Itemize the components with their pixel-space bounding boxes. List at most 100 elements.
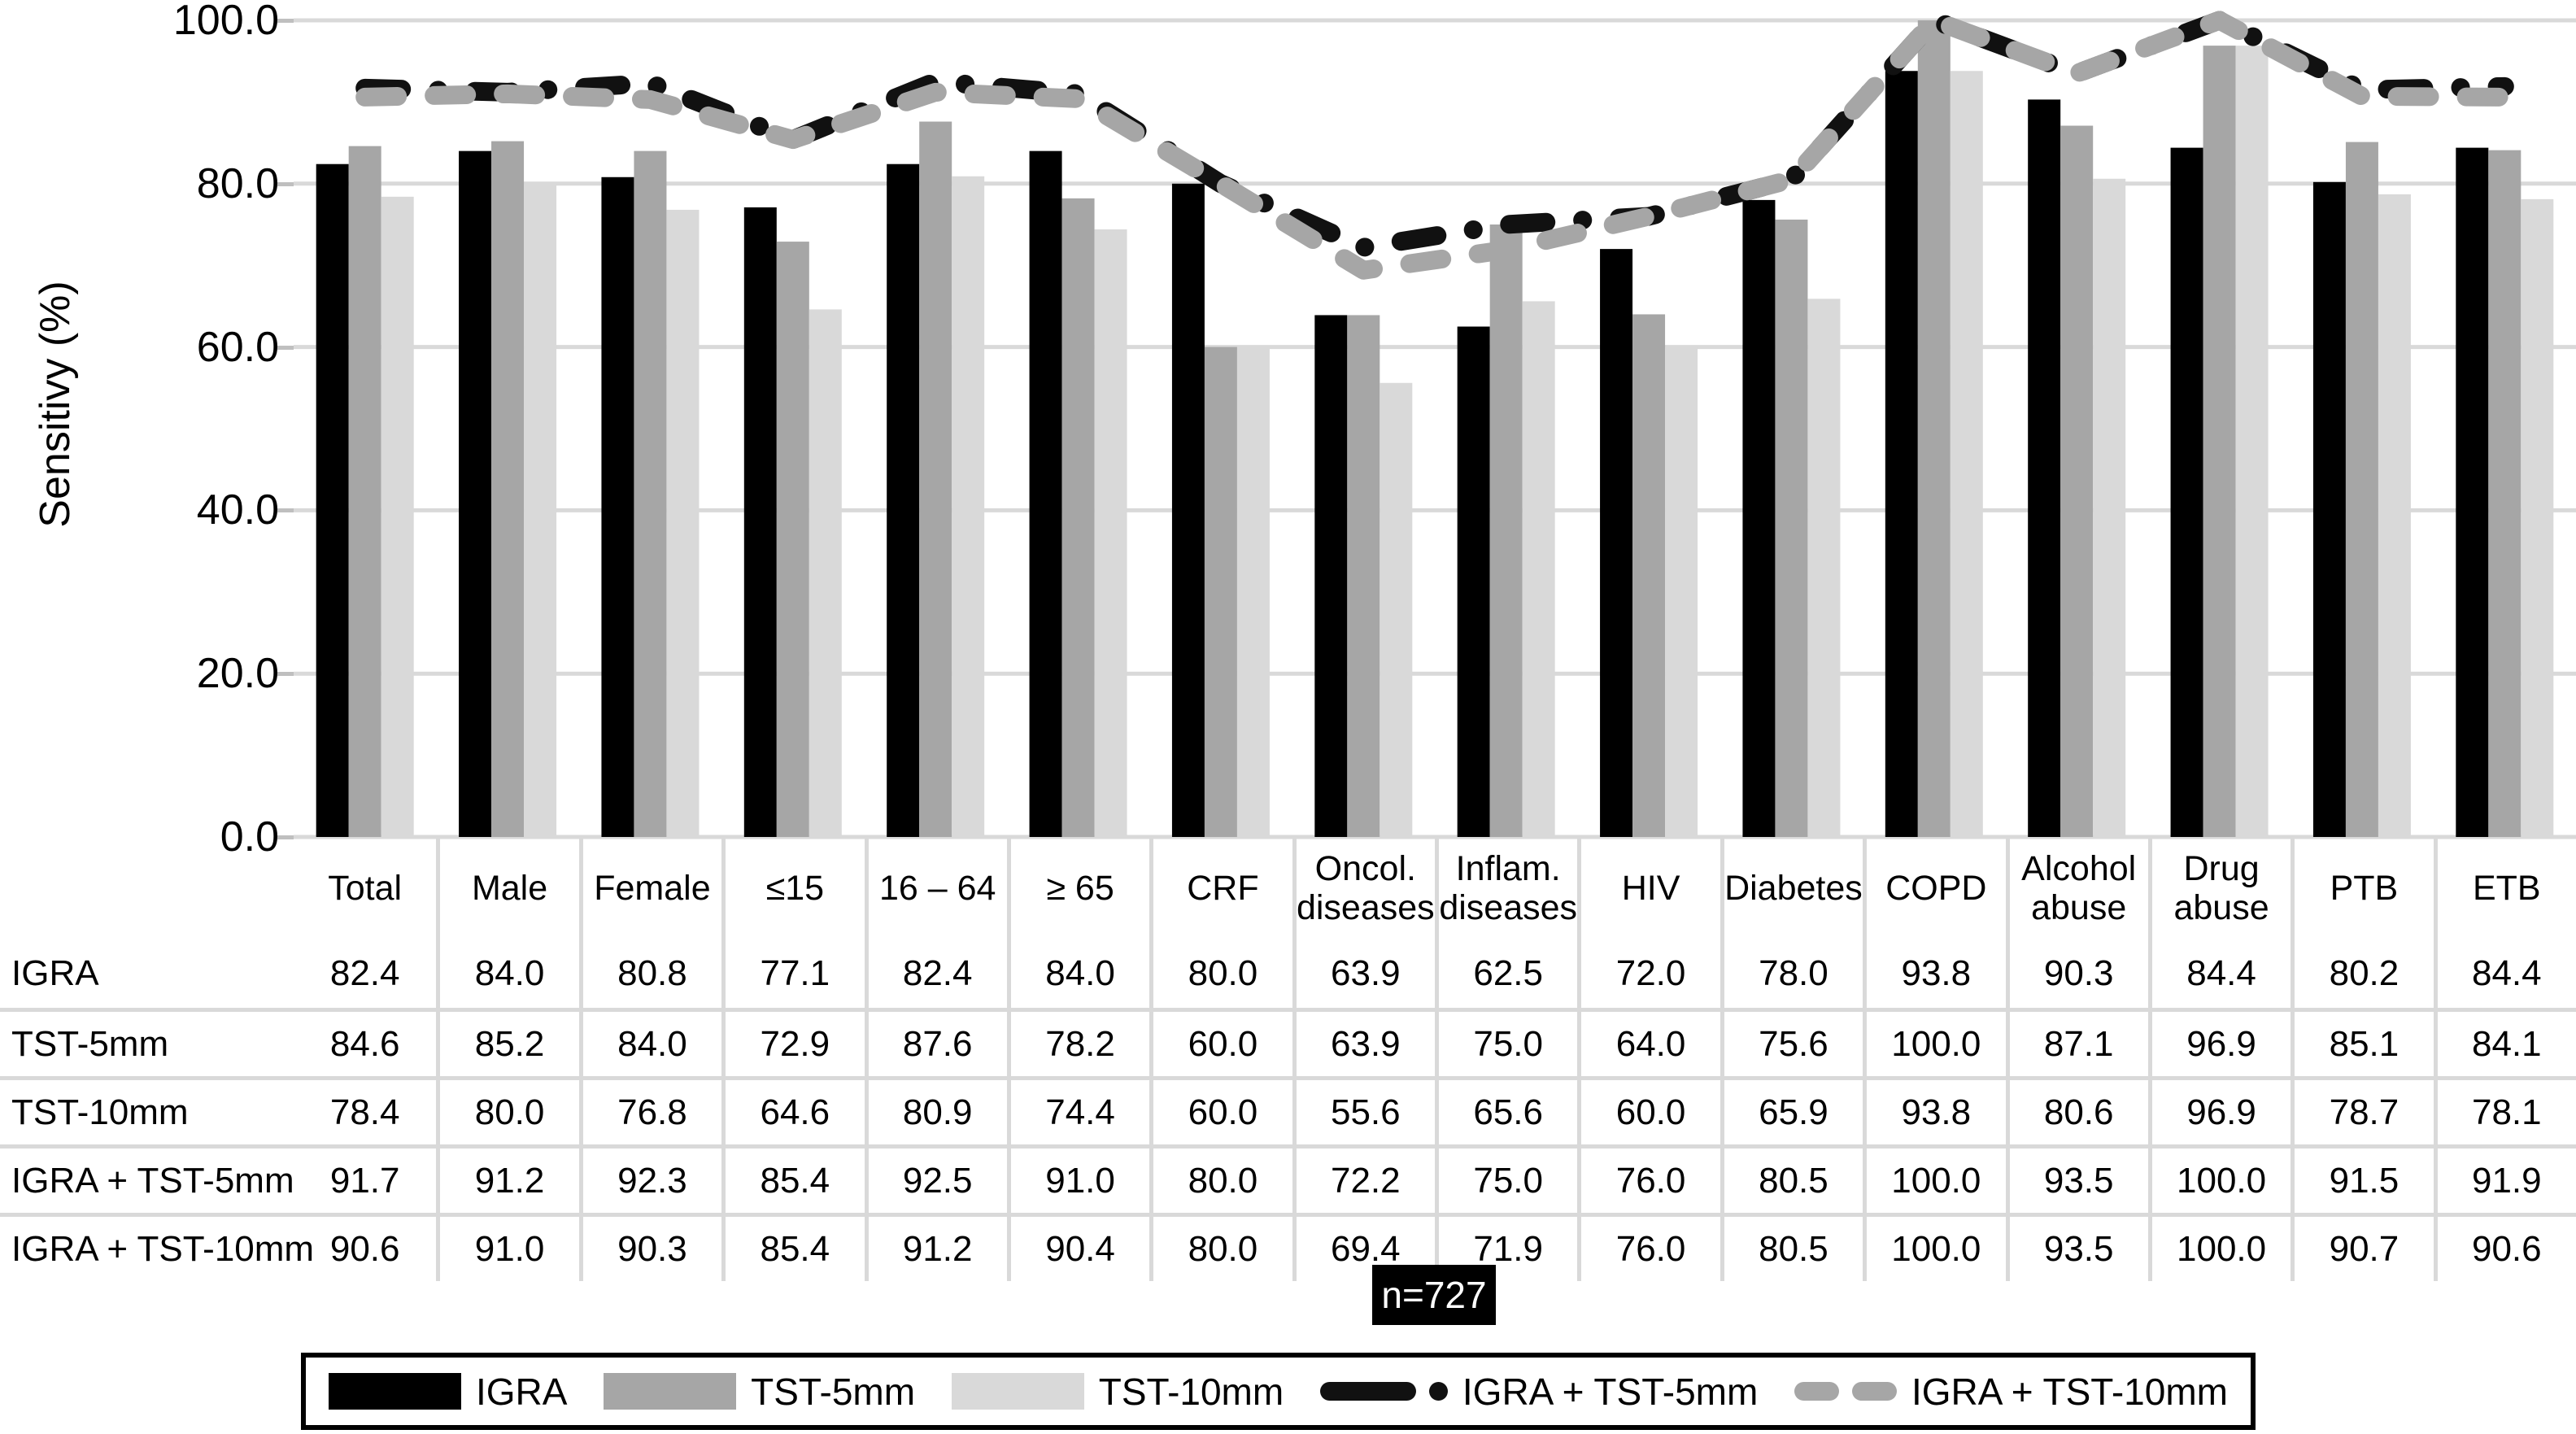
table-value-cell: 100.0 <box>2147 1213 2291 1281</box>
bar-igra <box>459 150 492 837</box>
legend-bar-swatch <box>329 1373 461 1410</box>
table-value-cell: 63.9 <box>1292 1008 1435 1076</box>
legend-item-igra-tst-10mm: IGRA + TST-10mm <box>1794 1370 2228 1414</box>
table-value-cell: 96.9 <box>2147 1008 2291 1076</box>
table-header-cell: ≥ 65 <box>1006 837 1149 939</box>
bar-tst-10mm <box>2093 178 2126 837</box>
bar-igra <box>1457 326 1490 837</box>
table-value-cell: 85.1 <box>2291 1008 2434 1076</box>
bar-tst-5mm <box>919 121 952 838</box>
legend-item-tst-5mm: TST-5mm <box>604 1370 915 1414</box>
table-value-cell: 90.3 <box>2005 939 2148 1008</box>
bar-tst-5mm <box>2060 125 2094 838</box>
bar-tst-10mm <box>2235 46 2269 837</box>
table-value-cell: 93.5 <box>2005 1213 2148 1281</box>
y-axis-tick-mark <box>277 345 294 350</box>
bar-tst-5mm <box>1775 219 1808 837</box>
y-axis-tick-mark <box>277 19 294 23</box>
table-row-label: IGRA + TST-5mm <box>0 1144 294 1213</box>
table-value-cell: 75.6 <box>1720 1008 1863 1076</box>
y-tick-label: 20.0 <box>196 650 279 698</box>
table-header-cell: ≤15 <box>721 837 864 939</box>
table-value-cell: 100.0 <box>1863 1144 2006 1213</box>
table-value-cell: 90.6 <box>2433 1213 2576 1281</box>
bar-igra <box>601 177 634 837</box>
y-tick-label: 80.0 <box>196 159 279 207</box>
table-value-cell: 84.1 <box>2433 1008 2576 1076</box>
table-value-cell: 78.1 <box>2433 1076 2576 1144</box>
y-axis-title: Sensitivy (%) <box>32 281 79 528</box>
table-value-cell: 84.0 <box>1006 939 1149 1008</box>
table-value-cell: 80.5 <box>1720 1144 1863 1213</box>
table-value-cell: 85.2 <box>436 1008 579 1076</box>
bar-tst-5mm <box>1632 314 1666 837</box>
dot-icon <box>1428 1382 1448 1401</box>
bar-tst-10mm <box>809 309 842 837</box>
chart-legend: IGRA TST-5mm TST-10mm IGRA + TST-5mm IGRA + … <box>301 1353 2256 1430</box>
table-value-cell: 91.0 <box>436 1213 579 1281</box>
table-value-cell: 100.0 <box>2147 1144 2291 1213</box>
table-value-cell: 90.6 <box>294 1213 437 1281</box>
table-value-cell: 80.2 <box>2291 939 2433 1008</box>
table-row-label: IGRA <box>11 953 99 994</box>
bar-tst-10mm <box>381 196 414 837</box>
table-value-cell: 85.4 <box>721 1213 865 1281</box>
table-value-cell: 80.0 <box>1149 1144 1292 1213</box>
bar-tst-5mm <box>776 242 809 838</box>
bar-tst-10mm <box>524 183 557 838</box>
table-value-cell: 93.5 <box>2005 1144 2148 1213</box>
table-value-cell: 71.9 <box>1435 1213 1578 1281</box>
table-value-cell: 100.0 <box>1863 1213 2006 1281</box>
table-value-cell: 80.8 <box>578 939 721 1008</box>
legend-label: IGRA + TST-5mm <box>1462 1370 1759 1413</box>
table-header-cell: Female <box>578 837 721 939</box>
bar-igra <box>316 163 349 838</box>
table-value-cell: 80.0 <box>1149 1213 1292 1281</box>
table-value-cell: 91.2 <box>864 1213 1007 1281</box>
table-value-cell: 91.0 <box>1006 1144 1150 1213</box>
table-value-cell: 64.0 <box>1577 1008 1720 1076</box>
bar-tst-10mm <box>952 176 985 838</box>
table-header-cell: Inflam. diseases <box>1435 837 1577 939</box>
table-header-cell: COPD <box>1863 837 2005 939</box>
legend-line-swatch <box>1794 1382 1897 1401</box>
bar-tst-10mm <box>1807 299 1841 837</box>
legend-bar-swatch <box>951 1373 1084 1410</box>
bar-tst-5mm <box>1347 315 1380 838</box>
table-value-cell: 92.5 <box>864 1144 1007 1213</box>
dash-icon <box>1851 1382 1897 1401</box>
table-value-cell: 80.6 <box>2005 1076 2148 1144</box>
bar-tst-5mm <box>1204 347 1237 838</box>
table-value-cell: 84.6 <box>294 1008 437 1076</box>
bar-tst-10mm <box>1236 347 1270 838</box>
bar-tst-10mm <box>1380 382 1413 837</box>
table-value-cell: 80.0 <box>1149 939 1292 1008</box>
table-value-cell: 63.9 <box>1292 939 1435 1008</box>
table-value-cell: 77.1 <box>721 939 864 1008</box>
table-value-cell: 82.4 <box>329 953 400 994</box>
table-header-cell: Alcohol abuse <box>2005 837 2148 939</box>
bar-tst-10mm <box>1522 301 1555 838</box>
data-table: Total Male Female ≤15 16 – 64 ≥ 65 CRF Oncol. d… <box>0 837 2576 1281</box>
table-row-label: TST-5mm <box>0 1008 294 1076</box>
table-value-cell: 76.0 <box>1577 1213 1720 1281</box>
sample-size-badge: n=727 <box>1372 1265 1496 1325</box>
bar-tst-10mm <box>2521 198 2554 838</box>
table-header-cell: ETB <box>2433 837 2576 939</box>
bar-tst-10mm <box>1665 347 1698 838</box>
table-value-cell: 65.6 <box>1435 1076 1578 1144</box>
table-value-cell: 76.0 <box>1577 1144 1720 1213</box>
table-value-cell: 55.6 <box>1292 1076 1435 1144</box>
y-axis-tick-mark <box>277 508 294 513</box>
table-row-label: IGRA + TST-10mm <box>0 1213 314 1281</box>
table-value-cell: 80.5 <box>1720 1213 1863 1281</box>
table-header-cell: HIV <box>1577 837 1720 939</box>
table-value-cell: 80.0 <box>436 1076 579 1144</box>
table-header-cell: Male <box>436 837 578 939</box>
bar-igra <box>2028 99 2061 837</box>
table-value-cell: 92.3 <box>578 1144 722 1213</box>
bar-igra <box>1600 249 1633 837</box>
y-tick-label: 100.0 <box>172 0 279 44</box>
table-value-cell: 82.4 <box>864 939 1007 1008</box>
legend-line-swatch <box>1319 1382 1448 1401</box>
